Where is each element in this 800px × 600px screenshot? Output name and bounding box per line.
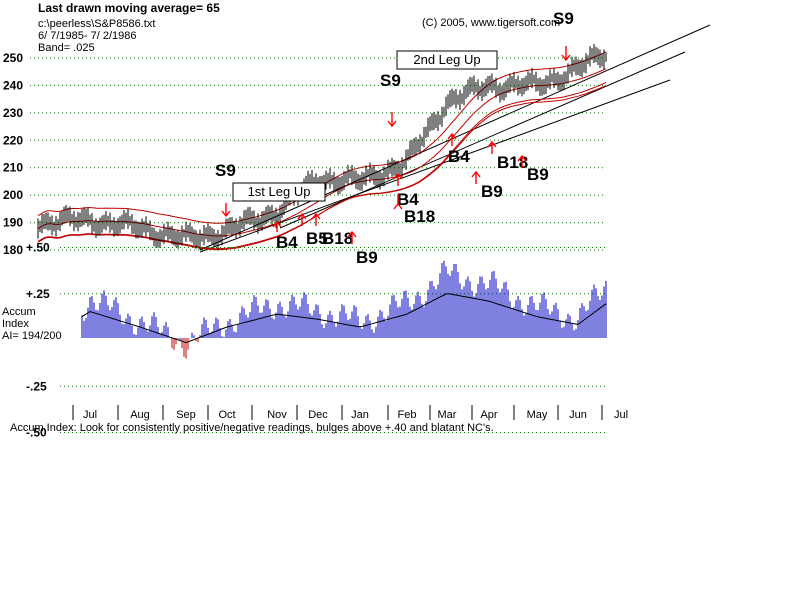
- header-line-3: 6/ 7/1985- 7/ 2/1986: [38, 30, 136, 42]
- accum-y-axis: +.50 +.25 -.25 -.50: [26, 241, 50, 440]
- x-tick-label: Aug: [130, 409, 150, 421]
- x-axis: Jul Aug Sep Oct Nov Dec Jan Feb Mar Apr May Jun Jul: [72, 405, 628, 421]
- signal-arrowhead: [447, 132, 457, 140]
- band-lines: [37, 51, 607, 251]
- header-line-4: Band= .025: [38, 42, 95, 54]
- accum-tick-label: -.25: [26, 379, 47, 393]
- signal-label: S9: [215, 161, 236, 180]
- signal-arrowhead: [272, 220, 282, 228]
- signal-arrowhead: [487, 140, 497, 148]
- signal-label: B18: [404, 207, 435, 226]
- y-tick-label: 220: [3, 133, 23, 147]
- signal-label: B9: [356, 248, 378, 267]
- x-tick-label: Nov: [267, 409, 287, 421]
- trend-line: [199, 79, 671, 253]
- x-tick-label: Apr: [480, 409, 497, 421]
- x-tick-label: Jun: [569, 409, 587, 421]
- accum-tick-label: -.50: [26, 426, 47, 440]
- x-tick-label: Jan: [351, 409, 369, 421]
- x-tick-label: Sep: [176, 409, 196, 421]
- signal-label: B18: [497, 153, 528, 172]
- accum-label-line-2: Index: [2, 318, 29, 330]
- x-tick-label: Mar: [438, 409, 457, 421]
- inner-average-line: [37, 81, 607, 251]
- leg-label: 1st Leg Up: [248, 184, 311, 199]
- signal-arrowhead: [517, 154, 527, 162]
- signal-arrowhead: [311, 212, 321, 220]
- leg-label: 2nd Leg Up: [413, 52, 480, 67]
- accum-average-line: [81, 293, 607, 344]
- signal-arrowhead: [561, 54, 571, 62]
- accum-tick-label: +.50: [26, 241, 50, 255]
- accum-bars: [81, 260, 607, 359]
- signal-label: B4: [448, 147, 470, 166]
- signal-arrowhead: [347, 230, 357, 238]
- signal-label: B4: [276, 233, 298, 252]
- accum-label-line-3: AI= 194/200: [2, 330, 62, 342]
- x-tick-label: Dec: [308, 409, 328, 421]
- copyright: (C) 2005, www.tigersoft.com: [422, 17, 560, 29]
- leg-boxes: 1st Leg Up 2nd Leg Up: [232, 50, 498, 202]
- signal-arrowhead: [387, 120, 397, 128]
- x-tick-label: Jul: [83, 409, 97, 421]
- signal-label: B18: [322, 229, 353, 248]
- accum-grid: [60, 247, 606, 433]
- header-line-1: Last drawn moving average= 65: [38, 1, 220, 15]
- y-tick-label: 230: [3, 106, 23, 120]
- accum-label-line-1: Accum: [2, 306, 36, 318]
- x-tick-label: Jul: [614, 409, 628, 421]
- header-line-2: c:\peerless\S&P8586.txt: [38, 18, 155, 30]
- signal-arrowhead: [297, 212, 307, 220]
- signal-arrowhead: [471, 170, 481, 178]
- signal-arrowhead: [393, 202, 403, 210]
- accum-tick-label: +.25: [26, 287, 50, 301]
- y-tick-label: 180: [3, 243, 23, 257]
- signal-label: B9: [481, 182, 503, 201]
- y-tick-label: 240: [3, 78, 23, 92]
- y-tick-label: 190: [3, 216, 23, 230]
- signal-label: B4: [397, 190, 419, 209]
- x-tick-label: Oct: [218, 409, 235, 421]
- signal-arrowhead: [393, 172, 403, 180]
- signal-arrowhead: [221, 210, 231, 218]
- footer-note: Accum.Index: Look for consistently posit…: [10, 422, 494, 434]
- signal-label: B5: [306, 229, 328, 248]
- leg-box: [232, 182, 326, 202]
- price-y-axis: 180 190 200 210 220 230 240 250: [3, 51, 23, 257]
- x-tick-label: May: [527, 409, 548, 421]
- y-tick-label: 200: [3, 188, 23, 202]
- signal-label: B9: [527, 165, 549, 184]
- y-tick-label: 250: [3, 51, 23, 65]
- price-series: [37, 43, 607, 250]
- signal-label: S9: [380, 71, 401, 90]
- leg-box: [396, 50, 498, 70]
- y-tick-label: 210: [3, 161, 23, 175]
- trend-line: [279, 51, 686, 229]
- x-tick-label: Feb: [398, 409, 417, 421]
- signal-label: S9: [553, 9, 574, 28]
